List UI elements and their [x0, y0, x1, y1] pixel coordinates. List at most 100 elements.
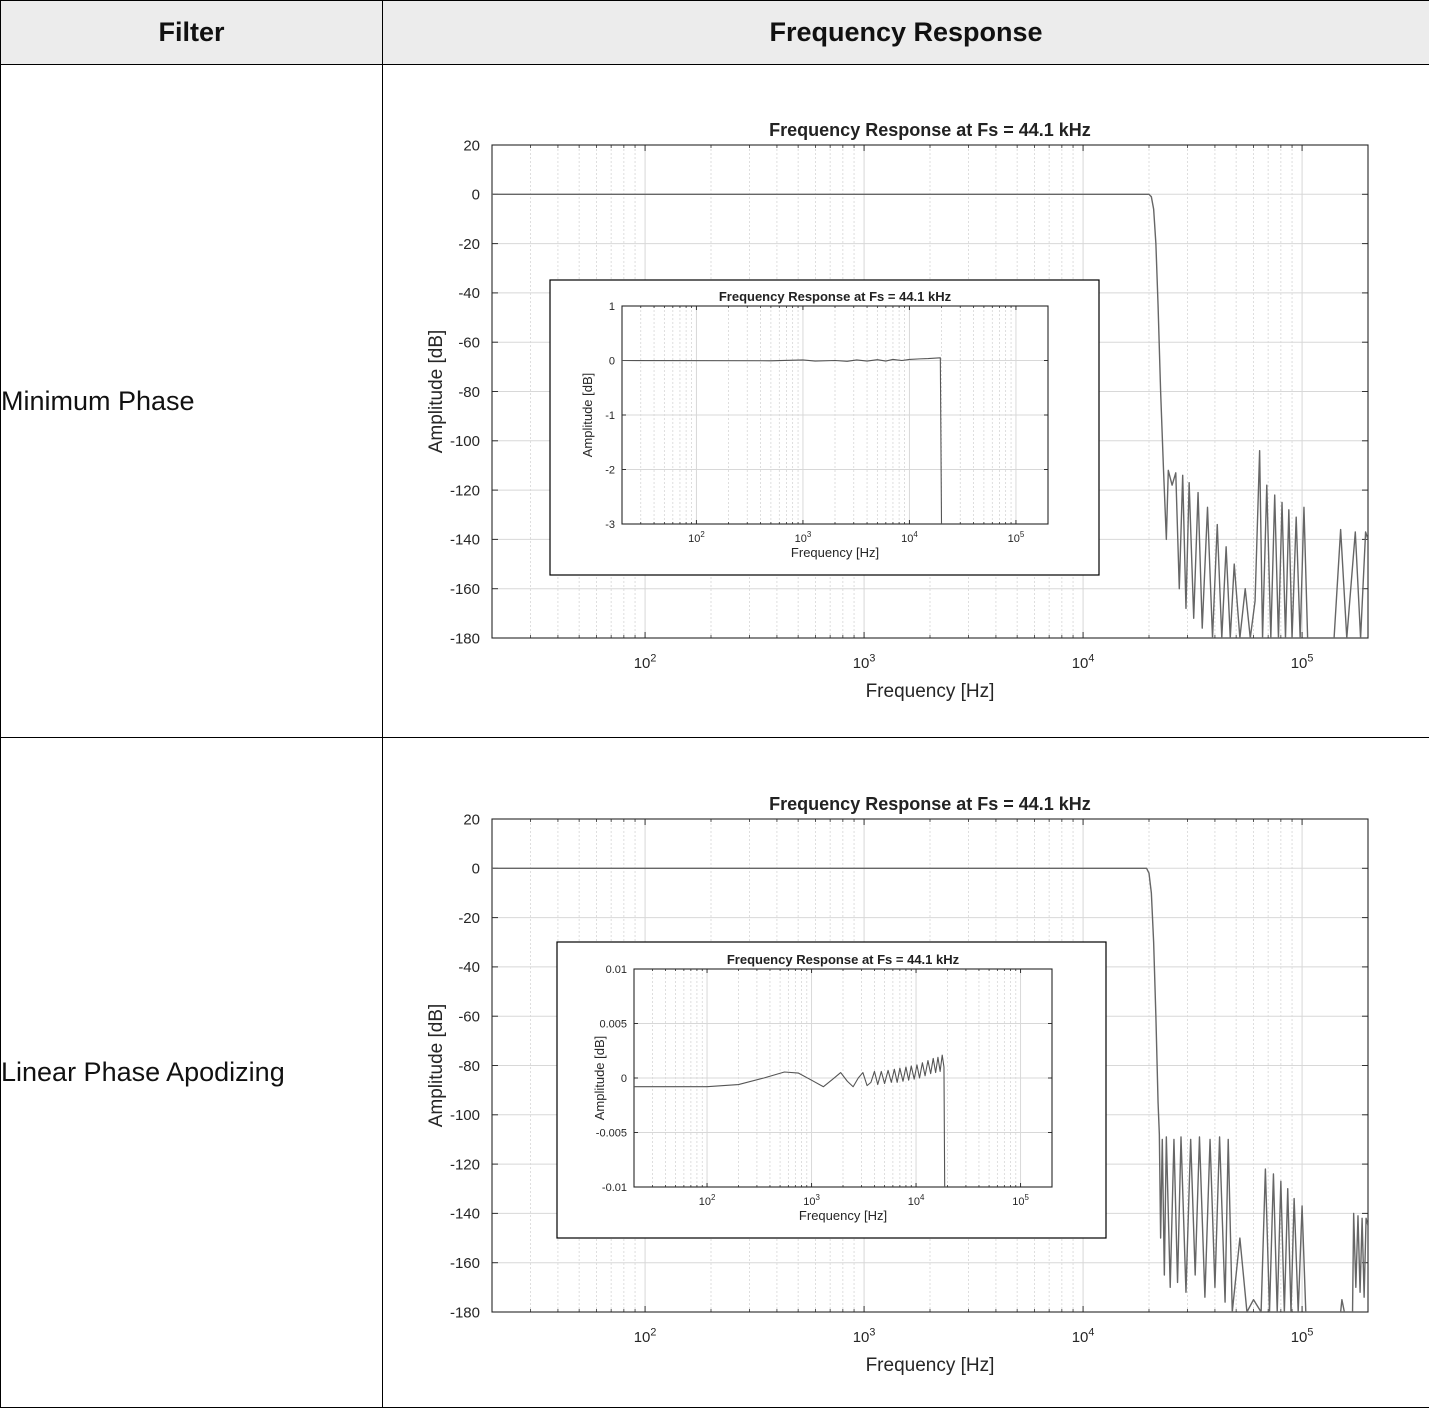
y-axis-label: Amplitude [dB]	[426, 330, 447, 454]
table-row: Linear Phase Apodizing 102 103 104 105 20 0 -2…	[0, 737, 1429, 1408]
y-tick-label: -160	[450, 581, 480, 598]
x-tick-label: 104	[1072, 1326, 1095, 1346]
response-curve	[622, 357, 943, 524]
x-axis-label: Frequency [Hz]	[799, 1208, 887, 1223]
x-tick-base: 10	[634, 655, 651, 672]
y-tick-label: 0	[472, 187, 480, 204]
y-tick-label: 20	[463, 811, 480, 828]
x-tick-base: 10	[1291, 1329, 1308, 1346]
header-frequency-response: Frequency Response	[382, 0, 1429, 65]
y-tick-label: -160	[450, 1255, 480, 1272]
table-row: Minimum Phase 102 103 104 105 20 0 -20 -40 -60 -8…	[0, 64, 1429, 738]
x-tick-base: 10	[699, 1196, 711, 1208]
x-tick-label: 105	[1291, 1326, 1314, 1346]
x-tick-label: 104	[1072, 652, 1095, 672]
y-tick-label: 0	[472, 861, 480, 878]
x-tick-base: 10	[1072, 655, 1089, 672]
y-tick-label: 1	[609, 301, 615, 313]
x-tick-label: 102	[634, 652, 657, 672]
x-axis-label: Frequency [Hz]	[866, 1355, 995, 1376]
x-tick-label: 103	[853, 1326, 876, 1346]
x-tick-label: 103	[853, 652, 876, 672]
y-tick-label: -20	[458, 910, 480, 927]
y-tick-label: -3	[605, 519, 615, 531]
x-tick-base: 10	[1008, 533, 1020, 545]
chart-title: Frequency Response at Fs = 44.1 kHz	[719, 289, 952, 304]
x-tick-label: 104	[901, 530, 918, 545]
y-tick-label: -40	[458, 285, 480, 302]
axes-box	[491, 818, 1369, 1313]
y-tick-label: -180	[450, 630, 480, 647]
x-tick-label: 102	[634, 1326, 657, 1346]
x-tick-base: 10	[803, 1196, 815, 1208]
x-tick-exponent: 4	[920, 1193, 925, 1202]
x-tick-label: 105	[1291, 652, 1314, 672]
x-tick-label: 102	[688, 530, 705, 545]
y-tick-label: -40	[458, 959, 480, 976]
x-tick-label: 104	[908, 1193, 925, 1208]
axes-box	[621, 305, 1049, 525]
x-tick-label: 103	[803, 1193, 820, 1208]
x-tick-exponent: 3	[869, 1326, 875, 1338]
x-axis-label: Frequency [Hz]	[791, 545, 879, 560]
x-tick-exponent: 3	[815, 1193, 820, 1202]
table-header-row: Filter Frequency Response	[0, 0, 1429, 65]
response-curve	[634, 1054, 946, 1187]
y-tick-label: 0.01	[606, 964, 627, 976]
x-tick-label: 105	[1008, 530, 1025, 545]
y-axis-label: Amplitude [dB]	[580, 373, 595, 458]
y-tick-label: 0	[621, 1073, 627, 1085]
response-curve	[492, 193, 1368, 638]
x-tick-exponent: 5	[1024, 1193, 1029, 1202]
x-tick-exponent: 3	[807, 530, 812, 539]
x-tick-label: 103	[795, 530, 812, 545]
filter-name: Linear Phase Apodizing	[0, 737, 383, 1408]
y-tick-label: -100	[450, 433, 480, 450]
x-tick-exponent: 2	[650, 652, 656, 664]
y-tick-label: -100	[450, 1107, 480, 1124]
x-tick-base: 10	[1012, 1196, 1024, 1208]
chart-title: Frequency Response at Fs = 44.1 kHz	[769, 794, 1091, 814]
y-tick-label: -80	[458, 384, 480, 401]
plot-cell: 102 103 104 105 20 0 -20 -40 -60 -80 -100 -120 -140-…	[382, 737, 1429, 1408]
x-tick-exponent: 4	[1088, 652, 1094, 664]
y-tick-label: -120	[450, 1156, 480, 1173]
x-tick-base: 10	[853, 1329, 870, 1346]
y-tick-label: 20	[463, 137, 480, 154]
y-tick-label: -120	[450, 482, 480, 499]
y-tick-label: 0.005	[599, 1018, 627, 1030]
y-axis-label: Amplitude [dB]	[426, 1004, 447, 1128]
x-tick-exponent: 2	[711, 1193, 715, 1202]
y-axis-label: Amplitude [dB]	[592, 1036, 607, 1121]
axes-box	[633, 968, 1053, 1188]
frequency-response-figure: 102 103 104 105 20 0 -20 -40 -60 -80 -100 -120 -140-…	[383, 65, 1429, 735]
y-tick-label: -0.01	[602, 1182, 627, 1194]
x-tick-exponent: 5	[1307, 652, 1313, 664]
x-tick-base: 10	[688, 533, 700, 545]
y-tick-label: -1	[605, 410, 615, 422]
y-tick-label: -0.005	[596, 1127, 627, 1139]
chart-title: Frequency Response at Fs = 44.1 kHz	[727, 952, 960, 967]
x-axis-label: Frequency [Hz]	[866, 681, 995, 702]
y-tick-label: -2	[605, 464, 615, 476]
x-tick-exponent: 5	[1020, 530, 1025, 539]
y-tick-label: 0	[609, 355, 615, 367]
x-tick-exponent: 2	[650, 1326, 656, 1338]
x-tick-base: 10	[901, 533, 913, 545]
x-tick-base: 10	[853, 655, 870, 672]
y-tick-label: -180	[450, 1304, 480, 1321]
x-tick-exponent: 5	[1307, 1326, 1313, 1338]
filter-name: Minimum Phase	[0, 64, 383, 738]
y-tick-label: -60	[458, 1008, 480, 1025]
frequency-response-figure: 102 103 104 105 20 0 -20 -40 -60 -80 -100 -120 -140-…	[383, 738, 1429, 1408]
x-tick-base: 10	[634, 1329, 651, 1346]
x-tick-base: 10	[795, 533, 807, 545]
y-tick-label: -80	[458, 1058, 480, 1075]
x-tick-base: 10	[1291, 655, 1308, 672]
response-curve	[492, 867, 1368, 1312]
x-tick-exponent: 2	[700, 530, 704, 539]
x-tick-label: 102	[699, 1193, 716, 1208]
x-tick-base: 10	[908, 1196, 920, 1208]
header-filter: Filter	[0, 0, 383, 65]
